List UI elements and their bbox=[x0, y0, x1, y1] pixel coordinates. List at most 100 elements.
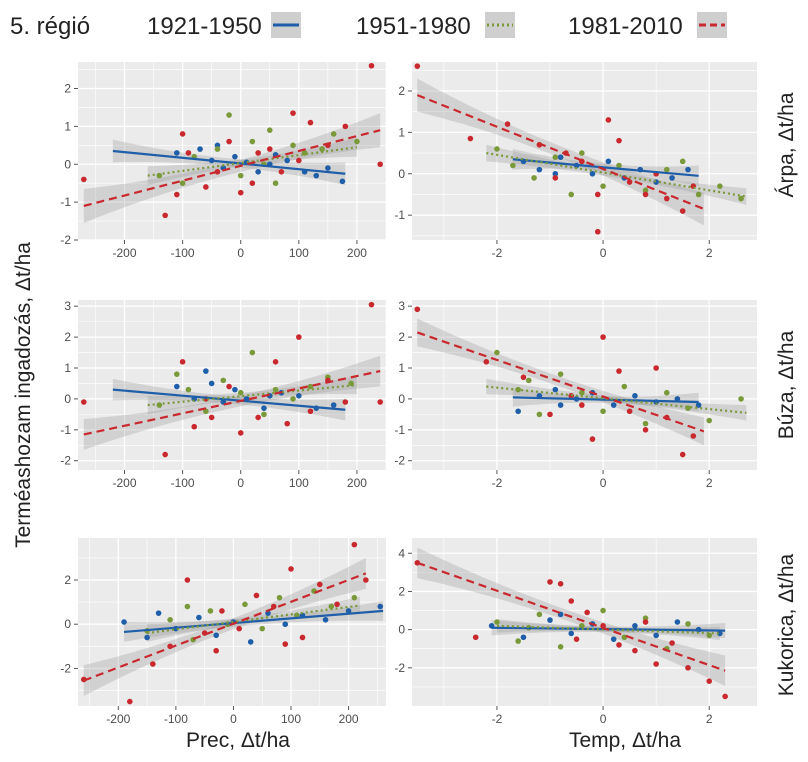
data-point bbox=[552, 175, 559, 181]
data-point bbox=[605, 158, 612, 165]
data-point bbox=[284, 157, 291, 164]
data-point bbox=[354, 138, 360, 145]
data-point bbox=[232, 153, 238, 160]
data-point bbox=[663, 195, 670, 202]
data-point bbox=[144, 634, 150, 641]
data-point bbox=[322, 616, 329, 623]
y-axis-title: Terméashozam ingadozás, Δt/ha bbox=[12, 242, 35, 548]
data-point bbox=[472, 634, 479, 641]
data-point bbox=[573, 636, 580, 642]
data-point bbox=[552, 170, 559, 177]
y-tick-label: -2 bbox=[60, 233, 71, 247]
data-point bbox=[467, 135, 474, 142]
data-point bbox=[261, 405, 267, 411]
data-point bbox=[589, 170, 596, 177]
data-point bbox=[414, 306, 421, 313]
legend-label: 1951-1980 bbox=[356, 13, 471, 40]
data-point bbox=[685, 166, 691, 173]
data-point bbox=[276, 594, 283, 601]
data-point bbox=[237, 430, 244, 436]
data-point bbox=[184, 603, 191, 610]
data-point bbox=[520, 374, 527, 381]
data-point bbox=[173, 150, 180, 156]
x-tick-label: -200 bbox=[112, 246, 136, 260]
data-point bbox=[685, 665, 691, 671]
data-point bbox=[342, 123, 349, 130]
x-tick-label: 200 bbox=[339, 712, 359, 726]
x-tick-label: -2 bbox=[492, 246, 503, 260]
fit-line bbox=[512, 158, 699, 177]
x-axis-title-temp: Temp, Δt/ha bbox=[569, 729, 681, 752]
data-point bbox=[494, 146, 500, 152]
data-point bbox=[685, 621, 691, 627]
x-tick-label: 0 bbox=[237, 246, 244, 260]
data-point bbox=[663, 166, 670, 173]
data-point bbox=[351, 594, 358, 601]
x-tick-label: 100 bbox=[289, 246, 309, 260]
panel-plot-area bbox=[78, 300, 386, 470]
row-label-buza: Búza, Δt/ha bbox=[775, 330, 798, 439]
data-point bbox=[610, 402, 617, 408]
data-point bbox=[557, 154, 564, 161]
legend-label: 1921-1950 bbox=[147, 13, 262, 40]
data-point bbox=[626, 408, 633, 415]
data-point bbox=[600, 408, 606, 415]
data-point bbox=[653, 365, 659, 371]
data-point bbox=[695, 191, 702, 198]
data-point bbox=[290, 142, 296, 149]
data-point bbox=[547, 411, 553, 418]
fit-line bbox=[83, 572, 367, 682]
y-tick-label: 2 bbox=[398, 584, 405, 598]
data-point bbox=[414, 63, 421, 69]
panel-background bbox=[412, 62, 757, 240]
y-tick-label: -2 bbox=[394, 454, 405, 468]
fit-line bbox=[123, 609, 384, 634]
data-point bbox=[663, 389, 670, 396]
y-tick-label: 4 bbox=[398, 546, 405, 560]
data-point bbox=[653, 632, 659, 639]
data-point bbox=[520, 634, 527, 641]
data-point bbox=[196, 614, 202, 621]
x-axis-title-prec: Prec, Δt/ha bbox=[186, 729, 290, 752]
panel: -200 -100 0 100 200 -2 0 2 bbox=[60, 538, 386, 726]
y-tick-label: -1 bbox=[394, 423, 405, 437]
panel: -200 -100 0 100 200 -2 -1 0 1 2 bbox=[60, 62, 386, 260]
data-point bbox=[669, 175, 675, 181]
x-tick-label: 0 bbox=[600, 246, 607, 260]
x-tick-label: 100 bbox=[281, 712, 301, 726]
legend-item-1951-1980: 1951-1980 bbox=[356, 12, 515, 40]
data-point bbox=[738, 195, 744, 202]
data-point bbox=[272, 359, 279, 365]
data-point bbox=[674, 396, 681, 402]
data-point bbox=[284, 420, 291, 427]
data-point bbox=[483, 359, 490, 365]
data-point bbox=[621, 634, 628, 641]
data-point bbox=[552, 386, 559, 393]
data-point bbox=[219, 608, 225, 614]
x-tick-label: 0 bbox=[600, 712, 607, 726]
y-tick-label: 1 bbox=[64, 361, 71, 375]
data-point bbox=[220, 377, 227, 384]
panel-background bbox=[78, 62, 386, 240]
data-point bbox=[272, 180, 279, 186]
y-tick-label: 2 bbox=[398, 84, 405, 98]
data-point bbox=[525, 377, 532, 384]
data-point bbox=[632, 623, 638, 629]
data-point bbox=[249, 138, 256, 145]
data-point bbox=[261, 411, 267, 418]
data-point bbox=[179, 131, 186, 137]
x-tick-label: 2 bbox=[706, 476, 713, 490]
data-point bbox=[717, 183, 723, 189]
data-point bbox=[307, 119, 314, 126]
x-tick-label: -100 bbox=[171, 246, 195, 260]
data-point bbox=[203, 368, 209, 374]
y-tick-label: 0 bbox=[398, 623, 405, 637]
panel-plot-area bbox=[412, 538, 757, 706]
data-point bbox=[255, 169, 261, 175]
data-point bbox=[290, 110, 296, 116]
legend-key-band bbox=[485, 12, 515, 38]
data-point bbox=[547, 579, 553, 585]
data-point bbox=[642, 427, 649, 433]
data-point bbox=[127, 698, 133, 705]
data-point bbox=[616, 162, 622, 169]
